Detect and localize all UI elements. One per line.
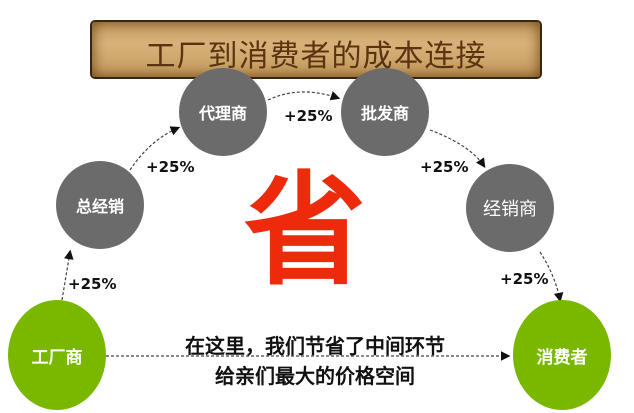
arrow-agent-wholesale [267, 91, 341, 101]
arrow-factory-general [61, 249, 74, 301]
node-dealer: 经销商 [466, 164, 554, 252]
markup-label: +25% [500, 270, 549, 288]
node-wholesale: 批发商 [341, 68, 429, 156]
arrow-dealer-consumer [539, 251, 564, 303]
markup-label: +25% [146, 158, 195, 176]
message-line1: 在这里，我们节省了中间环节 [185, 334, 445, 358]
node-factory: 工厂商 [8, 300, 106, 410]
markup-label: +25% [68, 275, 117, 293]
title-banner: 工厂到消费者的成本连接 [92, 22, 540, 77]
message-line2: 给亲们最大的价格空间 [215, 364, 415, 388]
markup-label: +25% [420, 158, 469, 176]
markup-label: +25% [284, 107, 333, 125]
arrow-wholesale-dealer [429, 129, 486, 168]
arrow-general-agent [129, 126, 181, 171]
save-character: 省 [244, 160, 366, 302]
title: 工厂到消费者的成本连接 [145, 39, 487, 74]
node-consumer: 消费者 [513, 300, 611, 410]
node-agent: 代理商 [179, 68, 267, 156]
node-general: 总经销 [56, 161, 144, 249]
